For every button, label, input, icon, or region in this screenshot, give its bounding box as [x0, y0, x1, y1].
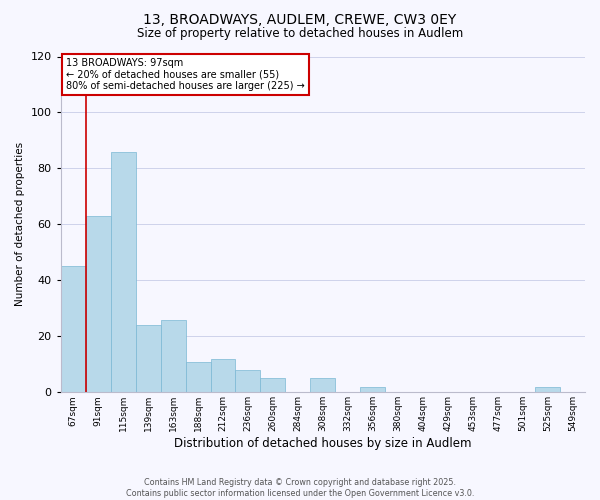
- Bar: [310, 378, 335, 392]
- Text: Contains HM Land Registry data © Crown copyright and database right 2025.
Contai: Contains HM Land Registry data © Crown c…: [126, 478, 474, 498]
- Bar: [161, 320, 185, 392]
- Bar: [136, 325, 161, 392]
- Text: 13, BROADWAYS, AUDLEM, CREWE, CW3 0EY: 13, BROADWAYS, AUDLEM, CREWE, CW3 0EY: [143, 12, 457, 26]
- Bar: [86, 216, 110, 392]
- Bar: [61, 266, 86, 392]
- Text: Size of property relative to detached houses in Audlem: Size of property relative to detached ho…: [137, 28, 463, 40]
- Bar: [235, 370, 260, 392]
- Bar: [260, 378, 286, 392]
- Bar: [535, 386, 560, 392]
- Bar: [211, 358, 235, 392]
- Bar: [185, 362, 211, 392]
- Bar: [110, 152, 136, 392]
- Bar: [361, 386, 385, 392]
- Text: 13 BROADWAYS: 97sqm
← 20% of detached houses are smaller (55)
80% of semi-detach: 13 BROADWAYS: 97sqm ← 20% of detached ho…: [66, 58, 305, 92]
- Y-axis label: Number of detached properties: Number of detached properties: [15, 142, 25, 306]
- X-axis label: Distribution of detached houses by size in Audlem: Distribution of detached houses by size …: [174, 437, 472, 450]
